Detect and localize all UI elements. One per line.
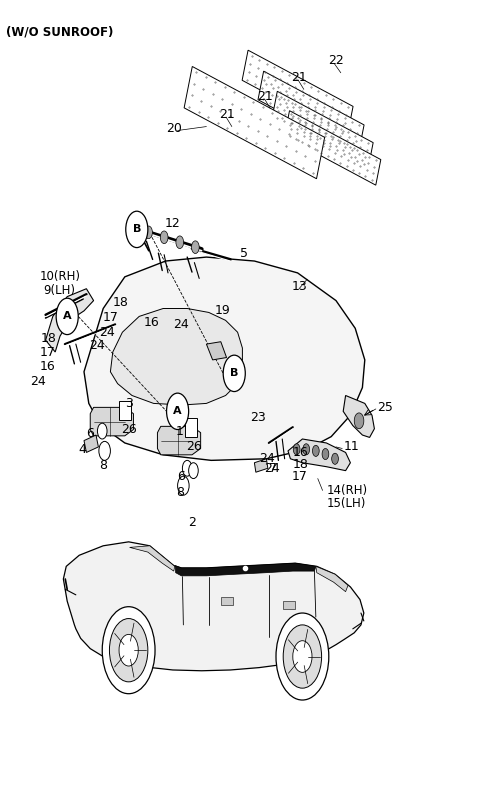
Text: B: B: [132, 225, 141, 234]
Text: 21: 21: [258, 90, 273, 103]
Circle shape: [322, 448, 329, 460]
Text: 18: 18: [113, 297, 129, 309]
Text: 24: 24: [173, 318, 189, 331]
Text: 4: 4: [79, 443, 86, 456]
Text: B: B: [230, 369, 239, 378]
Polygon shape: [110, 308, 242, 405]
Circle shape: [223, 355, 245, 392]
Circle shape: [189, 463, 198, 479]
Text: 21: 21: [219, 108, 235, 121]
Text: 3: 3: [125, 397, 132, 410]
Circle shape: [126, 211, 148, 248]
Circle shape: [99, 441, 110, 460]
Text: 26: 26: [121, 423, 136, 436]
Text: 16: 16: [144, 316, 159, 329]
Text: 8: 8: [99, 459, 107, 471]
Polygon shape: [258, 71, 364, 153]
Polygon shape: [184, 66, 324, 179]
Text: 8: 8: [176, 486, 184, 498]
Polygon shape: [119, 401, 131, 420]
Circle shape: [102, 607, 155, 694]
Polygon shape: [63, 542, 364, 671]
Text: 18: 18: [293, 458, 309, 471]
Polygon shape: [285, 111, 381, 185]
Text: 18: 18: [41, 332, 57, 345]
Text: 20: 20: [166, 122, 182, 134]
Polygon shape: [84, 435, 98, 452]
Text: 25: 25: [377, 401, 393, 414]
Text: 6: 6: [86, 427, 94, 440]
Circle shape: [145, 226, 153, 239]
Text: 5: 5: [240, 247, 248, 259]
Polygon shape: [185, 418, 197, 437]
Bar: [283, 601, 295, 609]
Text: 24: 24: [30, 375, 46, 388]
Text: 24: 24: [264, 462, 280, 475]
Polygon shape: [343, 396, 374, 437]
Circle shape: [332, 453, 338, 464]
Text: 26: 26: [187, 441, 202, 453]
Text: 16: 16: [39, 360, 55, 373]
Text: 17: 17: [103, 312, 119, 324]
Text: 7: 7: [269, 462, 277, 475]
Text: 19: 19: [215, 304, 231, 316]
Polygon shape: [46, 289, 94, 352]
Circle shape: [109, 619, 148, 682]
Circle shape: [182, 460, 192, 476]
Text: 6: 6: [177, 470, 185, 483]
Polygon shape: [272, 91, 373, 170]
Circle shape: [303, 444, 310, 455]
Text: 17: 17: [39, 346, 55, 359]
Text: 15(LH): 15(LH): [326, 498, 366, 510]
Circle shape: [276, 613, 329, 700]
Text: 2: 2: [188, 516, 196, 528]
Text: 17: 17: [292, 471, 308, 483]
Text: 12: 12: [165, 217, 180, 229]
Text: 16: 16: [293, 446, 309, 459]
Text: 13: 13: [292, 280, 308, 293]
Circle shape: [119, 634, 138, 666]
Circle shape: [176, 236, 184, 248]
Polygon shape: [316, 566, 348, 592]
Polygon shape: [130, 546, 175, 571]
Text: 24: 24: [89, 339, 105, 352]
Polygon shape: [90, 407, 133, 436]
Circle shape: [178, 476, 189, 495]
Circle shape: [283, 625, 322, 688]
Text: (W/O SUNROOF): (W/O SUNROOF): [6, 25, 113, 38]
Text: 9(LH): 9(LH): [43, 284, 75, 297]
Text: A: A: [63, 312, 72, 321]
Polygon shape: [254, 459, 268, 472]
Text: 10(RH): 10(RH): [39, 271, 80, 283]
Circle shape: [354, 413, 364, 429]
Circle shape: [293, 444, 300, 455]
Circle shape: [160, 231, 168, 244]
Circle shape: [167, 393, 189, 430]
Text: 1: 1: [176, 425, 184, 437]
Polygon shape: [175, 563, 316, 576]
Polygon shape: [84, 257, 365, 460]
Circle shape: [312, 445, 319, 456]
Circle shape: [97, 423, 107, 439]
Polygon shape: [206, 342, 227, 360]
Circle shape: [192, 240, 199, 253]
Text: 24: 24: [99, 326, 115, 339]
Text: 23: 23: [251, 411, 266, 424]
Polygon shape: [288, 439, 350, 471]
Polygon shape: [157, 426, 201, 455]
Text: 14(RH): 14(RH): [326, 484, 368, 497]
Text: 22: 22: [328, 54, 344, 66]
Text: 21: 21: [291, 71, 307, 84]
Circle shape: [56, 298, 78, 335]
Circle shape: [293, 641, 312, 672]
Text: 24: 24: [259, 452, 275, 465]
Text: A: A: [173, 407, 182, 416]
Text: 11: 11: [343, 441, 359, 453]
Bar: [221, 597, 233, 605]
Polygon shape: [242, 50, 353, 137]
